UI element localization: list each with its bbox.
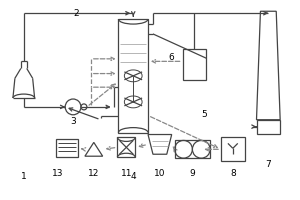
Text: 2: 2 [73,9,79,18]
Text: 6: 6 [169,53,175,62]
Bar [182,49,206,80]
Bar [118,19,148,133]
Text: 13: 13 [52,169,63,178]
Bar [56,139,78,157]
Text: 12: 12 [88,169,100,178]
Text: 4: 4 [130,172,136,181]
Bar [175,140,210,158]
Text: 5: 5 [201,110,207,119]
Bar [221,137,245,161]
Bar [256,120,280,134]
Bar [118,137,135,157]
Text: 1: 1 [21,172,27,181]
Text: 8: 8 [230,169,236,178]
Text: 11: 11 [121,169,132,178]
Text: 10: 10 [154,169,166,178]
Text: 3: 3 [70,117,76,126]
Text: 7: 7 [266,160,271,169]
Text: 9: 9 [190,169,195,178]
